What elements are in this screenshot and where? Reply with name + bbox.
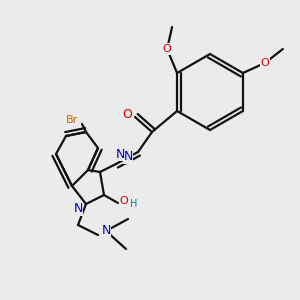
Text: N: N: [123, 151, 133, 164]
Text: N: N: [73, 202, 83, 215]
Text: H: H: [130, 199, 138, 209]
Text: N: N: [101, 224, 111, 238]
Text: Br: Br: [66, 115, 78, 125]
Text: O: O: [122, 107, 132, 121]
Text: O: O: [260, 58, 269, 68]
Text: N: N: [115, 148, 125, 160]
Text: O: O: [163, 44, 172, 54]
Text: O: O: [120, 196, 128, 206]
